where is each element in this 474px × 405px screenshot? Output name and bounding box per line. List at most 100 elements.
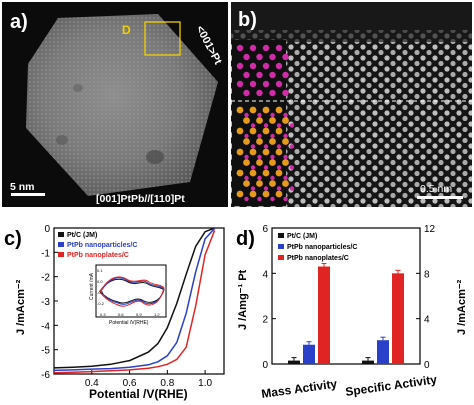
y-tick-label-left: 4 [262, 269, 268, 280]
pt-atom-marker [283, 133, 288, 139]
pt-atom-marker [263, 186, 269, 191]
inset-xtick: 0.3 [100, 312, 106, 317]
inset-xtick: 0.9 [136, 312, 142, 317]
y-tick-label: 0 [44, 224, 50, 235]
pt-atom-marker [275, 62, 283, 70]
bar [318, 266, 330, 364]
pt-atom-marker [282, 89, 289, 97]
inset-ylabel: Current /mA [89, 272, 95, 300]
pt-atom-marker [283, 154, 288, 160]
y-tick-label-right: 4 [424, 315, 430, 326]
pb-atom-marker [236, 106, 244, 114]
plot-c-xlabel: Potential /V(RHE) [89, 387, 188, 401]
category-label: Specific Activity [344, 372, 438, 399]
pb-atom-marker [236, 169, 244, 177]
pb-atom-marker [256, 159, 263, 166]
pt-atom-marker [276, 186, 282, 191]
series-line [53, 227, 215, 369]
panel-a: D <001>Pt a) 5 nm [001]PtPb//[110]Pt [2, 2, 228, 207]
pt-atom-marker [262, 80, 270, 88]
pb-atom-marker [256, 180, 263, 187]
pt-atom-marker [236, 44, 244, 52]
contrast-spot [146, 150, 164, 164]
pb-atom-marker [275, 106, 283, 114]
inset-ytick: 0.1 [97, 268, 103, 273]
panel-c: c) 0 -1 -2 -3 -4 -5 -6 0.4 0.6 0.8 1.0 J /mAcm⁻² P… [4, 224, 225, 401]
plot-c-ticks: 0 -1 -2 -3 -4 -5 -6 0.4 0.6 0.8 1.0 [41, 224, 212, 389]
pt-atom-marker [289, 144, 295, 149]
plot-c-ylabel: J /mAcm⁻² [15, 279, 27, 335]
legend-swatch [278, 233, 284, 238]
pt-atom-marker [269, 89, 276, 97]
pb-atom-marker [262, 148, 270, 156]
pb-atom-marker [249, 106, 257, 114]
legend-label: Pt/C (JM) [287, 233, 317, 240]
pt-atom-marker [244, 154, 249, 160]
pb-atom-marker [262, 106, 270, 114]
pt-atom-marker [243, 89, 250, 97]
y-tick-label-left: 2 [262, 315, 268, 326]
pt-atom-marker [276, 144, 282, 149]
legend-label: PtPb nanoplates/C [287, 255, 349, 262]
selection-box-label: D [122, 23, 131, 37]
inset-ytick: 0.0 [97, 279, 103, 284]
pt-atom-marker [250, 165, 256, 170]
pt-atom-marker [263, 144, 269, 149]
pt-atom-marker [250, 144, 256, 149]
pt-atom-marker [244, 133, 249, 139]
hr-top-region [231, 2, 472, 42]
pb-atom-marker [249, 127, 257, 135]
pt-atom-marker [270, 112, 275, 118]
pt-atom-marker [244, 112, 249, 118]
inset-ytick: -0.1 [97, 290, 105, 295]
pt-atom-marker [270, 175, 275, 181]
panel-b-letter: b) [238, 9, 257, 31]
inset-xtick: 1.2 [154, 312, 160, 317]
pt-atom-marker [276, 165, 282, 170]
pb-atom-marker [275, 169, 283, 177]
pb-atom-marker [236, 148, 244, 156]
scale-bar-a-label: 5 nm [10, 181, 35, 193]
plot-d-ylabel-right: J /mAcm⁻² [456, 279, 468, 335]
pt-atom-marker [269, 53, 276, 61]
pb-atom-marker [256, 117, 263, 124]
pt-atom-marker [257, 133, 262, 139]
pt-atom-marker [250, 123, 256, 128]
pt-atom-marker [269, 71, 276, 79]
pt-atom-marker [289, 165, 295, 170]
pt-atom-marker [263, 165, 269, 170]
contrast-spot [73, 84, 83, 92]
pb-atom-marker [262, 190, 270, 198]
legend-swatch [58, 232, 64, 237]
pt-atom-marker [257, 196, 262, 202]
pb-atom-marker [282, 159, 289, 166]
bar [288, 360, 300, 364]
inset-cv-red [99, 276, 165, 307]
pt-atom-marker [263, 123, 269, 128]
pb-atom-marker [243, 159, 250, 166]
y-tick-label-right: 8 [424, 269, 430, 280]
atom-model [236, 44, 295, 202]
y-tick-label: -4 [41, 321, 50, 332]
panel-c-letter: c) [4, 228, 22, 250]
pt-atom-marker [249, 80, 257, 88]
scale-bar-b-label: 0.5 nm [420, 183, 452, 195]
y-tick-label-right: 0 [424, 360, 430, 371]
pb-atom-marker [269, 180, 276, 187]
y-tick-label-left: 6 [262, 224, 268, 235]
pb-atom-marker [269, 138, 276, 145]
legend-label: PtPb nanoparticles/C [67, 242, 137, 249]
legend-label: PtPb nanoplates/C [67, 252, 129, 259]
y-tick-label: -1 [41, 248, 50, 259]
pb-atom-marker [262, 169, 270, 177]
pt-atom-marker [275, 44, 283, 52]
pt-atom-marker [270, 154, 275, 160]
pt-atom-marker [257, 175, 262, 181]
pt-atom-marker [243, 71, 250, 79]
pt-atom-marker [236, 62, 244, 70]
pt-atom-marker [257, 112, 262, 118]
pb-atom-marker [243, 138, 250, 145]
pt-atom-marker [283, 196, 288, 202]
pb-atom-marker [269, 159, 276, 166]
